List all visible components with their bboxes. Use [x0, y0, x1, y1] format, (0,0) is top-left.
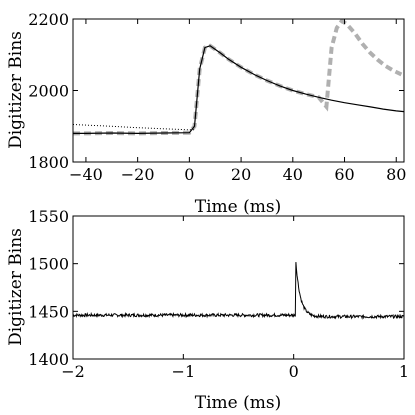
top-y-tick-label: 1800 — [28, 153, 69, 172]
bottom-x-tick-label: −2 — [61, 362, 85, 381]
top-x-tick-label: 80 — [386, 165, 406, 184]
top-x-tick-label: −20 — [121, 165, 155, 184]
top-series-dotted-line — [73, 124, 195, 131]
top-plot-area — [73, 19, 404, 136]
top-y-axis-label: Digitizer Bins — [6, 31, 26, 149]
bottom-plot-area — [72, 262, 405, 320]
top-axes-frame — [72, 18, 405, 163]
top-series-group — [73, 19, 404, 136]
bottom-y-tick-label: 1550 — [28, 207, 69, 226]
top-x-axis-label: Time (ms) — [195, 197, 281, 217]
bottom-panel: −2 −1 0 1 1400 1450 1500 1550 Time (ms) Digitiz… — [6, 207, 409, 413]
bottom-axes-frame — [72, 215, 405, 360]
bottom-y-tick-label: 1450 — [28, 302, 69, 321]
bottom-x-axis-label: Time (ms) — [195, 393, 281, 413]
bottom-x-tick-label: 0 — [289, 362, 299, 381]
top-x-tick-label: 60 — [334, 165, 354, 184]
bottom-y-tick-label: 1500 — [28, 255, 69, 274]
top-y-tick-label: 2200 — [28, 10, 69, 29]
bottom-y-tick-label: 1400 — [28, 350, 69, 369]
top-x-tick-label: 0 — [184, 165, 194, 184]
top-series-solid-line — [73, 45, 404, 135]
top-y-tick-label: 2000 — [28, 82, 69, 101]
top-series-dashed-line — [73, 19, 403, 136]
top-x-tick-label: −40 — [69, 165, 103, 184]
bottom-x-tick-label: −1 — [172, 362, 196, 381]
top-x-tick-label: 20 — [231, 165, 251, 184]
top-panel: −40 −20 0 20 40 60 80 1800 2000 2200 Time (ms) Di… — [6, 10, 406, 217]
bottom-ticks: −2 −1 0 1 1400 1450 1500 1550 — [28, 207, 409, 381]
bottom-series-solid-line — [72, 262, 405, 320]
bottom-x-tick-label: 1 — [399, 362, 409, 381]
top-ticks: −40 −20 0 20 40 60 80 1800 2000 2200 — [28, 10, 406, 184]
top-x-tick-label: 40 — [283, 165, 303, 184]
bottom-y-axis-label: Digitizer Bins — [6, 228, 26, 346]
